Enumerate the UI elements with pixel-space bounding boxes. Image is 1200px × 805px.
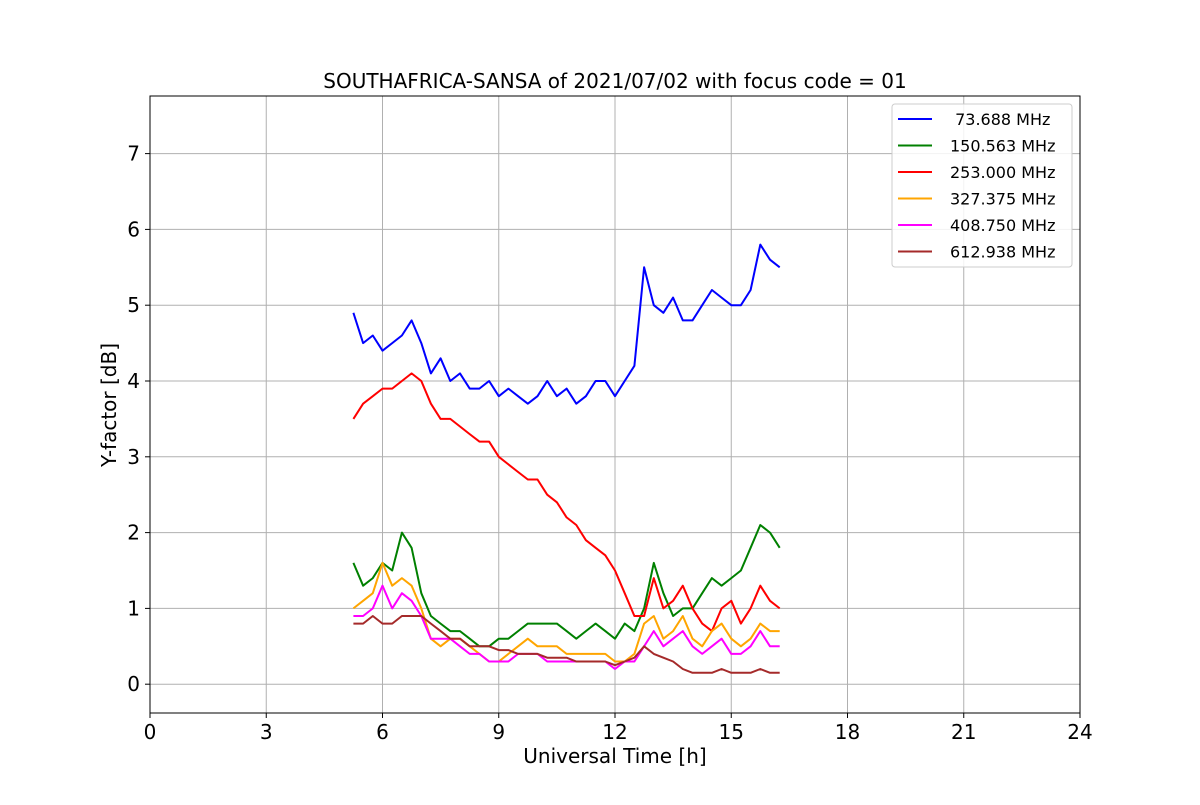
legend-label-5: 612.938 MHz [950, 243, 1055, 262]
legend: 73.688 MHz 150.563 MHz 253.000 MHz 327.375 … [891, 103, 1073, 268]
legend-label-1: 150.563 MHz [950, 137, 1055, 156]
y-tick-label: 1 [127, 596, 140, 620]
series-line-4 [353, 584, 780, 670]
series-lines [352, 243, 781, 674]
y-tick-label: 0 [127, 672, 140, 696]
x-tick-label: 12 [602, 720, 627, 744]
x-tick-label: 21 [951, 720, 976, 744]
y-tick-label: 2 [127, 521, 140, 545]
legend-box [891, 103, 1073, 268]
y-tick-label: 4 [127, 369, 140, 393]
series-line-0 [352, 243, 781, 405]
y-tick-label: 6 [127, 217, 140, 241]
x-tick-label: 24 [1067, 720, 1092, 744]
y-tick-label: 5 [127, 293, 140, 317]
legend-label-0: 73.688 MHz [950, 110, 1050, 129]
y-tick-label: 3 [127, 445, 140, 469]
x-tick-label: 18 [835, 720, 860, 744]
y-axis-label: Y-factor [dB] [97, 343, 121, 468]
legend-label-2: 253.000 MHz [950, 163, 1055, 182]
series-line-1 [352, 524, 781, 648]
x-tick-label: 6 [376, 720, 389, 744]
series-line-5 [353, 615, 780, 674]
series-line-2 [352, 372, 781, 633]
legend-label-3: 327.375 MHz [950, 190, 1055, 209]
x-axis-label: Universal Time [h] [523, 744, 706, 768]
y-tick-label: 7 [127, 142, 140, 166]
x-tick-label: 9 [492, 720, 505, 744]
x-tick-label: 15 [719, 720, 744, 744]
x-tick-label: 0 [144, 720, 157, 744]
chart-title: SOUTHAFRICA-SANSA of 2021/07/02 with foc… [323, 69, 907, 93]
x-tick-label: 3 [260, 720, 273, 744]
legend-label-4: 408.750 MHz [950, 216, 1055, 235]
